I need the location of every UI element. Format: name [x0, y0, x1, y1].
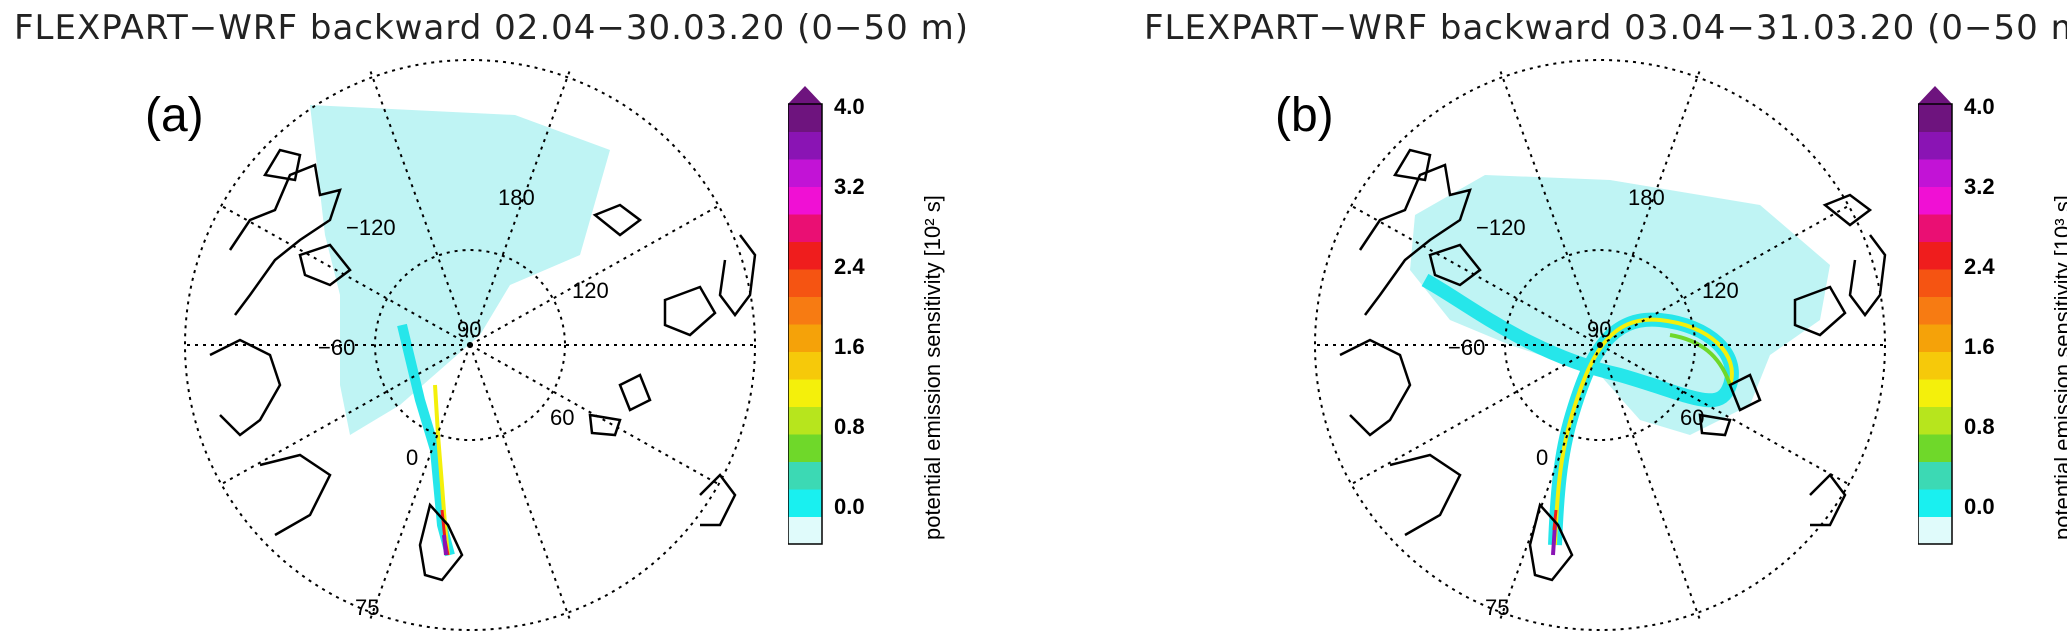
colorbar-tick: 4.0: [1964, 94, 1995, 119]
grid-labels: −120 180 120 60 0 −60 90 75: [318, 185, 609, 620]
colorbar-swatch: [788, 489, 822, 517]
colorbar-tick: 1.6: [1964, 334, 1995, 359]
graticule: [1314, 59, 1886, 631]
colorbar-tick: 2.4: [834, 254, 865, 279]
lon-label: 180: [498, 185, 535, 210]
colorbar-swatch: [1918, 131, 1952, 160]
lat-label: 90: [1587, 317, 1611, 342]
colorbar-swatch: [1918, 269, 1952, 297]
colorbar-tick: 3.2: [834, 174, 865, 199]
coastlines: [209, 148, 757, 582]
colorbar-frame: [787, 103, 823, 545]
lon-label: −120: [346, 215, 396, 240]
lon-label: 0: [406, 445, 418, 470]
colorbar-swatch: [1918, 104, 1952, 132]
panel-label: (a): [145, 89, 204, 142]
colorbar-frame: [1917, 103, 1953, 545]
coastlines: [1339, 148, 1887, 582]
plume-core: [1553, 317, 1734, 546]
colorbar-tick: 0.8: [834, 414, 865, 439]
grid-labels: −120 180 120 60 0 −60 90 75: [1448, 185, 1739, 620]
lon-label: −60: [318, 335, 355, 360]
plume-layer: [310, 105, 610, 557]
plume-ring: [1669, 333, 1732, 386]
colorbar-swatch: [1918, 214, 1952, 242]
panel-title: FLEXPART−WRF backward 02.04−30.03.20 (0−…: [14, 8, 969, 48]
colorbar-swatch: [1918, 379, 1952, 407]
lon-label: 60: [550, 405, 574, 430]
colorbar-swatch: [1918, 241, 1952, 270]
colorbar: 4.0 3.2 2.4 1.6 0.8 0.0 potential emissi…: [1917, 80, 2067, 590]
colorbar-swatch: [788, 434, 822, 462]
colorbar-swatch: [788, 296, 822, 325]
colorbar-swatch: [788, 461, 822, 490]
colorbar-swatch: [1918, 351, 1952, 380]
lon-label: 120: [1702, 278, 1739, 303]
lat-label: 75: [355, 595, 379, 620]
lon-label: 180: [1628, 185, 1665, 210]
colorbar-swatch: [788, 214, 822, 242]
colorbar-swatch: [788, 104, 822, 132]
colorbar-swatch: [1918, 461, 1952, 490]
colorbar-swatch: [788, 406, 822, 435]
plume-layer: [1410, 175, 1830, 556]
colorbar-tick: 0.8: [1964, 414, 1995, 439]
colorbar-swatch: [1918, 434, 1952, 462]
panel-label: (b): [1275, 89, 1334, 142]
lat-label: 75: [1485, 595, 1509, 620]
colorbar-swatch: [788, 186, 822, 215]
panel-b: FLEXPART−WRF backward 03.04−31.03.20 (0−…: [1130, 0, 2067, 635]
colorbar-tick: 3.2: [1964, 174, 1995, 199]
colorbar-scale: [1917, 86, 1953, 545]
colorbar-tick: 2.4: [1964, 254, 1995, 279]
colorbar-scale: [787, 86, 823, 545]
lon-label: 60: [1680, 405, 1704, 430]
panel-title: FLEXPART−WRF backward 03.04−31.03.20 (0−…: [1144, 8, 2067, 48]
colorbar-tick: 1.6: [834, 334, 865, 359]
polar-map: −120 180 120 60 0 −60 90 75: [184, 59, 757, 631]
colorbar-title: potential emission sensitivity [10² s]: [920, 195, 945, 540]
colorbar-tick: 0.0: [1964, 494, 1995, 519]
colorbar-swatch: [788, 159, 822, 187]
plume-source: [442, 534, 448, 556]
plume-broad: [310, 105, 610, 435]
colorbar-swatch: [788, 351, 822, 380]
colorbar-swatch: [1918, 516, 1952, 545]
colorbar-extend-arrow: [1918, 86, 1952, 104]
colorbar-swatch: [1918, 186, 1952, 215]
colorbar-swatch: [788, 241, 822, 270]
lat-label: 90: [457, 317, 481, 342]
colorbar-swatch: [1918, 159, 1952, 187]
colorbar: 4.0 3.2 2.4 1.6 0.8 0.0 potential emissi…: [787, 80, 945, 590]
graticule: [184, 59, 756, 631]
colorbar-tick: 0.0: [834, 494, 865, 519]
lon-label: 120: [572, 278, 609, 303]
colorbar-swatch: [788, 379, 822, 407]
colorbar-tick: 4.0: [834, 94, 865, 119]
polar-map: −120 180 120 60 0 −60 90 75: [1314, 59, 1887, 631]
colorbar-extend-arrow: [788, 86, 822, 104]
lon-label: −120: [1476, 215, 1526, 240]
colorbar-title: potential emission sensitivity [10³ s]: [2050, 195, 2067, 540]
colorbar-swatch: [788, 131, 822, 160]
panel-a: FLEXPART−WRF backward 02.04−30.03.20 (0−…: [0, 0, 1033, 635]
colorbar-swatch: [788, 516, 822, 545]
colorbar-swatch: [788, 324, 822, 352]
colorbar-swatch: [1918, 489, 1952, 517]
lon-label: 0: [1536, 445, 1548, 470]
lon-label: −60: [1448, 335, 1485, 360]
colorbar-swatch: [1918, 406, 1952, 435]
colorbar-swatch: [788, 269, 822, 297]
colorbar-swatch: [1918, 324, 1952, 352]
colorbar-swatch: [1918, 296, 1952, 325]
